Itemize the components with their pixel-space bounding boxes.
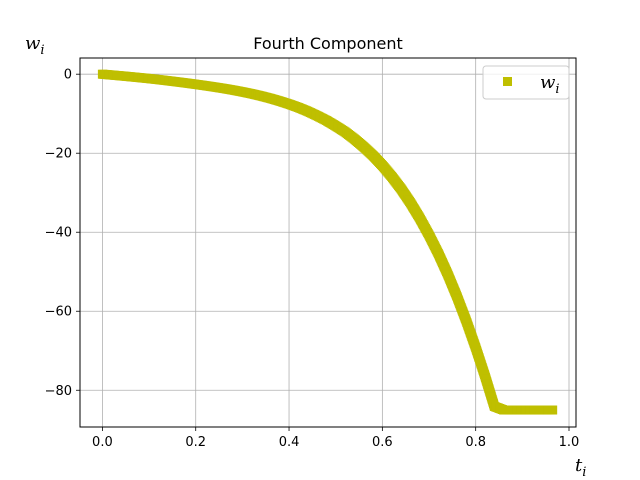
data-series bbox=[97, 69, 558, 415]
y-tick-label: 0 bbox=[64, 68, 72, 83]
y-tick-label: −80 bbox=[45, 384, 72, 399]
x-tick-label: 0.4 bbox=[279, 435, 300, 450]
x-axis-label-sub: i bbox=[582, 465, 586, 480]
legend-label-base: w bbox=[540, 72, 556, 93]
x-axis-label-base: t bbox=[575, 455, 583, 476]
y-axis-label-base: w bbox=[25, 33, 41, 54]
grid bbox=[80, 58, 576, 427]
x-tick-label: 0.0 bbox=[92, 435, 113, 450]
x-axis-label: ti bbox=[575, 455, 586, 480]
x-tick-label: 0.2 bbox=[185, 435, 206, 450]
data-point-fill bbox=[547, 405, 557, 415]
y-tick-label: −20 bbox=[45, 147, 72, 162]
y-axis-label: wi bbox=[25, 33, 45, 58]
y-tick-label: −40 bbox=[45, 226, 72, 241]
legend: wi bbox=[482, 65, 570, 100]
ticks: 0.0 0.2 0.4 0.6 0.8 1.0 0 −20 −40 −60 −80 bbox=[45, 68, 580, 450]
x-tick-label: 0.8 bbox=[465, 435, 486, 450]
x-tick-label: 1.0 bbox=[559, 435, 580, 450]
legend-label-sub: i bbox=[555, 82, 559, 97]
legend-marker bbox=[503, 77, 512, 86]
plot-frame bbox=[79, 57, 577, 428]
chart-title: Fourth Component bbox=[253, 34, 403, 53]
legend-label: wi bbox=[540, 72, 560, 97]
y-tick-label: −60 bbox=[45, 305, 72, 320]
y-axis-label-sub: i bbox=[40, 43, 44, 58]
legend-box bbox=[482, 65, 570, 100]
x-tick-label: 0.6 bbox=[372, 435, 393, 450]
